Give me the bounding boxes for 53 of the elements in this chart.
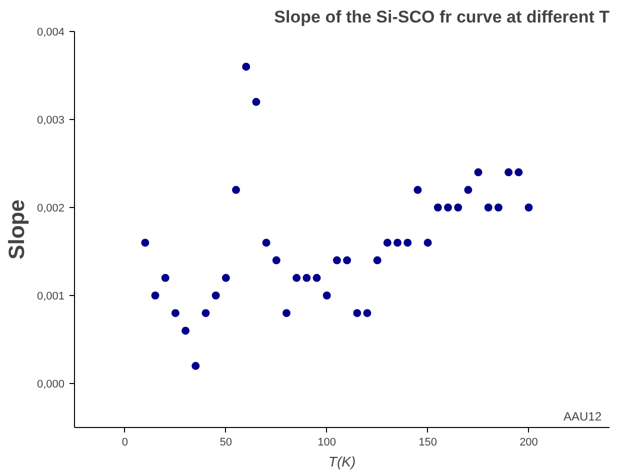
y-tick-label: 0,002: [36, 202, 65, 214]
y-tick-label: 0,004: [36, 26, 65, 38]
point: [504, 168, 513, 176]
chart-title: Slope of the Si-SCO fr curve at different T: [274, 8, 610, 26]
x-tick-label: 50: [220, 436, 232, 448]
point: [484, 204, 492, 212]
x-tick-label: 0: [122, 436, 128, 448]
point: [353, 309, 362, 318]
y-axis-title: Slope: [4, 200, 29, 260]
point: [332, 256, 341, 264]
x-axis-title: T(K): [328, 454, 356, 470]
y-tick-label: 0,000: [36, 378, 65, 390]
point: [141, 238, 150, 247]
point: [394, 238, 402, 247]
point: [444, 204, 452, 212]
point: [454, 204, 462, 212]
point: [474, 168, 482, 176]
point: [222, 274, 230, 282]
point: [312, 274, 321, 282]
point: [424, 238, 432, 247]
point: [524, 204, 533, 212]
point: [464, 186, 472, 194]
y-tick-label: 0,003: [36, 114, 65, 126]
point: [151, 292, 160, 300]
y-tick-label: 0,001: [36, 290, 65, 302]
point: [302, 274, 311, 282]
x-tick-label: 200: [520, 436, 538, 448]
point: [232, 186, 240, 194]
point: [322, 292, 331, 300]
point: [272, 256, 280, 264]
point: [282, 309, 290, 318]
point: [373, 256, 382, 264]
point: [262, 238, 270, 247]
point: [343, 256, 352, 264]
point: [363, 309, 372, 318]
point: [192, 362, 200, 370]
point: [212, 292, 220, 300]
annotation: AAU12: [563, 410, 602, 424]
point: [161, 274, 170, 282]
x-tick-label: 100: [318, 436, 336, 448]
point: [292, 274, 301, 282]
point: [514, 168, 523, 176]
point: [182, 326, 190, 335]
point: [171, 309, 180, 318]
point: [242, 62, 250, 71]
point: [202, 309, 210, 318]
x-tick-label: 150: [418, 436, 437, 448]
point: [404, 238, 412, 247]
point: [383, 238, 392, 247]
point: [434, 204, 442, 212]
point: [494, 204, 502, 212]
point: [252, 98, 260, 106]
point: [414, 186, 422, 194]
